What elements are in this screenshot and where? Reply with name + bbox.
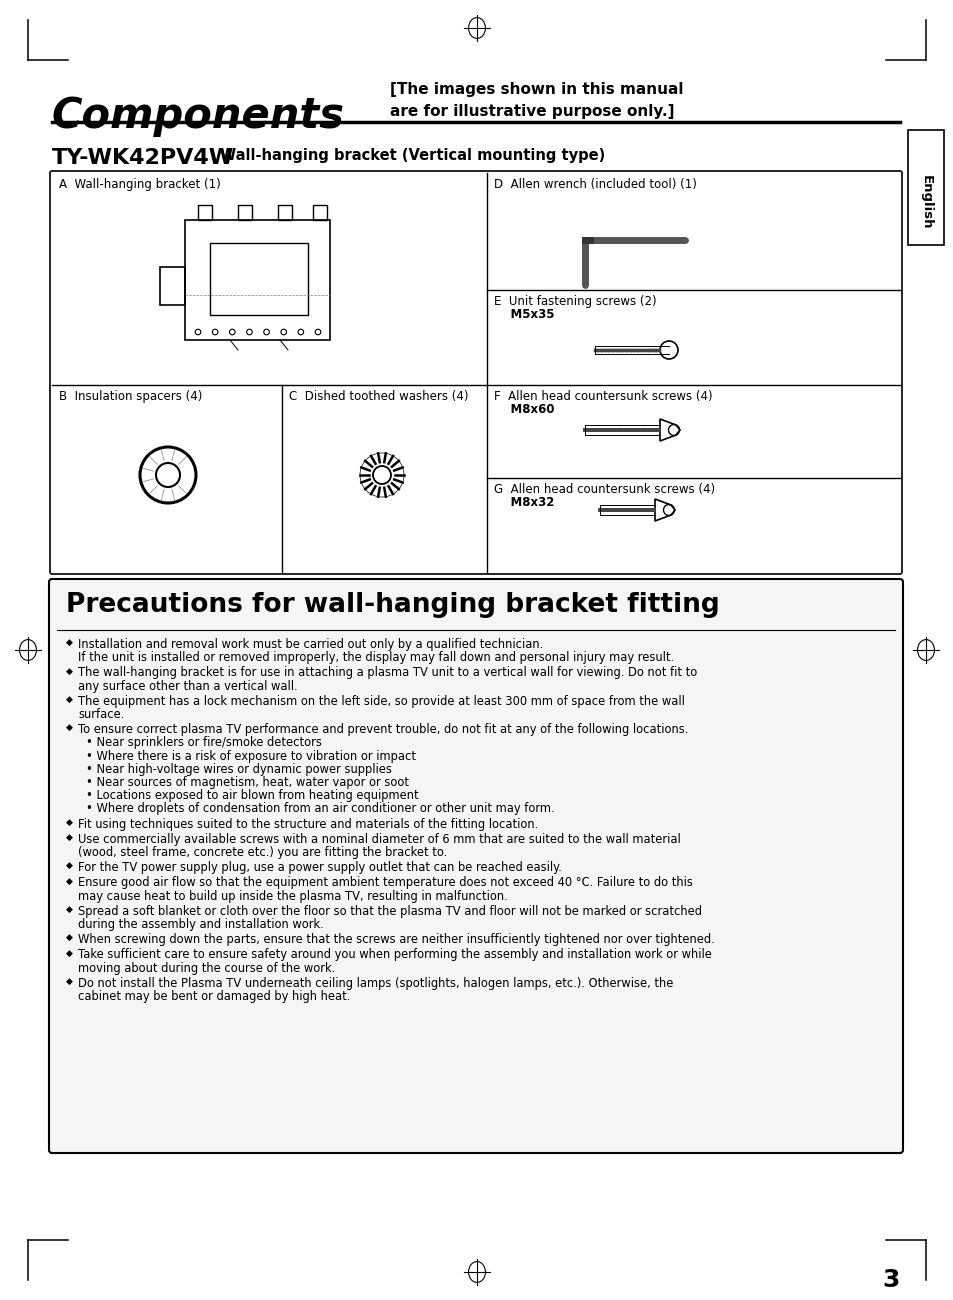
Text: ◆: ◆ — [66, 905, 72, 914]
Text: ◆: ◆ — [66, 818, 72, 827]
Text: ◆: ◆ — [66, 933, 72, 942]
Text: ◆: ◆ — [66, 861, 72, 870]
Text: ◆: ◆ — [66, 833, 72, 842]
Text: When screwing down the parts, ensure that the screws are neither insufficiently : When screwing down the parts, ensure tha… — [78, 933, 714, 946]
Text: • Where there is a risk of exposure to vibration or impact: • Where there is a risk of exposure to v… — [86, 750, 416, 763]
Text: [The images shown in this manual
are for illustrative purpose only.]: [The images shown in this manual are for… — [390, 82, 682, 120]
Text: If the unit is installed or removed improperly, the display may fall down and pe: If the unit is installed or removed impr… — [78, 651, 674, 664]
Text: E  Unit fastening screws (2): E Unit fastening screws (2) — [494, 295, 656, 308]
Text: • Where droplets of condensation from an air conditioner or other unit may form.: • Where droplets of condensation from an… — [86, 802, 554, 815]
Text: Precautions for wall-hanging bracket fitting: Precautions for wall-hanging bracket fit… — [66, 592, 719, 618]
Text: TY-WK42PV4W: TY-WK42PV4W — [52, 148, 234, 168]
Text: • Near high-voltage wires or dynamic power supplies: • Near high-voltage wires or dynamic pow… — [86, 763, 392, 776]
Text: ◆: ◆ — [66, 723, 72, 732]
Text: G  Allen head countersunk screws (4): G Allen head countersunk screws (4) — [494, 484, 715, 497]
Text: ◆: ◆ — [66, 949, 72, 957]
Text: Take sufficient care to ensure safety around you when performing the assembly an: Take sufficient care to ensure safety ar… — [78, 949, 711, 962]
FancyBboxPatch shape — [49, 578, 902, 1153]
Text: For the TV power supply plug, use a power supply outlet that can be reached easi: For the TV power supply plug, use a powe… — [78, 861, 561, 874]
Text: To ensure correct plasma TV performance and prevent trouble, do not fit at any o: To ensure correct plasma TV performance … — [78, 723, 688, 736]
Text: • Near sprinklers or fire/smoke detectors: • Near sprinklers or fire/smoke detector… — [86, 736, 321, 749]
Text: The equipment has a lock mechanism on the left side, so provide at least 300 mm : The equipment has a lock mechanism on th… — [78, 694, 684, 707]
Text: 3: 3 — [882, 1268, 899, 1292]
Text: any surface other than a vertical wall.: any surface other than a vertical wall. — [78, 680, 297, 693]
Text: ◆: ◆ — [66, 694, 72, 703]
Text: Ensure good air flow so that the equipment ambient temperature does not exceed 4: Ensure good air flow so that the equipme… — [78, 876, 692, 889]
Text: may cause heat to build up inside the plasma TV, resulting in malfunction.: may cause heat to build up inside the pl… — [78, 889, 507, 902]
Text: ◆: ◆ — [66, 667, 72, 676]
Text: ◆: ◆ — [66, 976, 72, 985]
Text: Use commercially available screws with a nominal diameter of 6 mm that are suite: Use commercially available screws with a… — [78, 833, 680, 846]
Text: (wood, steel frame, concrete etc.) you are fitting the bracket to.: (wood, steel frame, concrete etc.) you a… — [78, 846, 447, 859]
Text: English: English — [919, 176, 931, 230]
Text: ◆: ◆ — [66, 876, 72, 885]
Text: M5x35: M5x35 — [494, 308, 554, 321]
Text: moving about during the course of the work.: moving about during the course of the wo… — [78, 962, 335, 975]
FancyBboxPatch shape — [907, 130, 943, 244]
Text: Wall-hanging bracket (Vertical mounting type): Wall-hanging bracket (Vertical mounting … — [220, 148, 604, 162]
Text: M8x60: M8x60 — [494, 403, 554, 416]
Text: A  Wall-hanging bracket (1): A Wall-hanging bracket (1) — [59, 178, 220, 191]
Text: cabinet may be bent or damaged by high heat.: cabinet may be bent or damaged by high h… — [78, 991, 350, 1004]
FancyBboxPatch shape — [50, 172, 901, 575]
Text: • Near sources of magnetism, heat, water vapor or soot: • Near sources of magnetism, heat, water… — [86, 776, 409, 789]
Text: Spread a soft blanket or cloth over the floor so that the plasma TV and floor wi: Spread a soft blanket or cloth over the … — [78, 905, 701, 918]
Text: Fit using techniques suited to the structure and materials of the fitting locati: Fit using techniques suited to the struc… — [78, 818, 537, 831]
Text: • Locations exposed to air blown from heating equipment: • Locations exposed to air blown from he… — [86, 789, 418, 802]
Text: M8x32: M8x32 — [494, 497, 554, 510]
Text: The wall-hanging bracket is for use in attaching a plasma TV unit to a vertical : The wall-hanging bracket is for use in a… — [78, 667, 697, 680]
Text: B  Insulation spacers (4): B Insulation spacers (4) — [59, 390, 202, 403]
Text: F  Allen head countersunk screws (4): F Allen head countersunk screws (4) — [494, 390, 712, 403]
Text: C  Dished toothed washers (4): C Dished toothed washers (4) — [289, 390, 468, 403]
Text: Do not install the Plasma TV underneath ceiling lamps (spotlights, halogen lamps: Do not install the Plasma TV underneath … — [78, 976, 673, 989]
Text: ◆: ◆ — [66, 638, 72, 647]
Text: Installation and removal work must be carried out only by a qualified technician: Installation and removal work must be ca… — [78, 638, 542, 651]
Text: surface.: surface. — [78, 708, 124, 722]
Text: during the assembly and installation work.: during the assembly and installation wor… — [78, 918, 323, 931]
Text: D  Allen wrench (included tool) (1): D Allen wrench (included tool) (1) — [494, 178, 696, 191]
Text: Components: Components — [52, 95, 345, 136]
